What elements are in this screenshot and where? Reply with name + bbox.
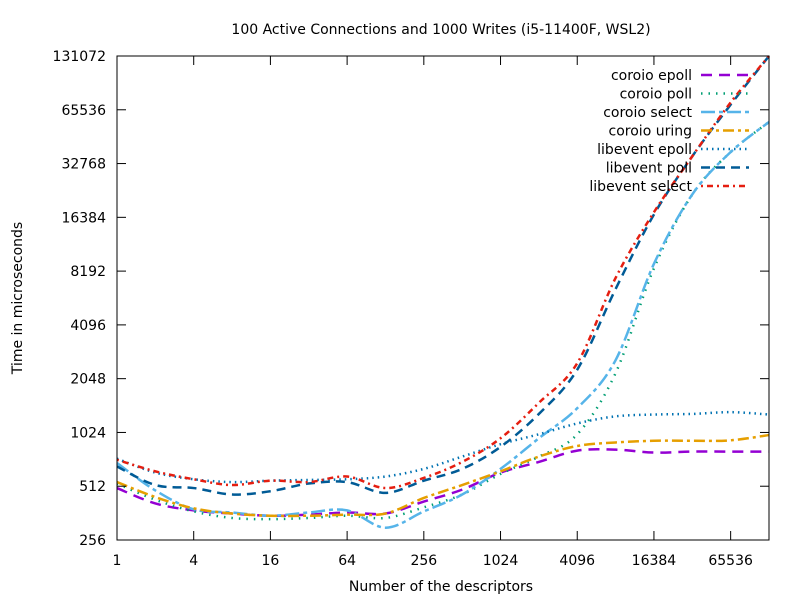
y-tick-label: 2048 — [70, 372, 106, 388]
legend-label-libevent-epoll: libevent epoll — [597, 142, 692, 158]
legend: coroio epoll coroio poll coroio select coro… — [589, 68, 749, 195]
series-line-libevent-epoll — [116, 410, 770, 484]
x-tick-label: 65536 — [708, 553, 753, 569]
plot-border — [116, 55, 770, 541]
legend-label-coroio-uring: coroio uring — [609, 124, 692, 140]
legend-label-coroio-poll: coroio poll — [620, 87, 692, 103]
series-line-libevent-select — [116, 55, 770, 490]
series-line-coroio-select — [116, 120, 770, 529]
x-tick-label: 4 — [189, 553, 198, 569]
x-tick-label: 16384 — [632, 553, 677, 569]
x-tick-label: 16 — [261, 553, 279, 569]
y-tick-label: 512 — [79, 479, 106, 495]
y-tick-label: 8192 — [70, 264, 106, 280]
series-line-coroio-poll — [116, 120, 770, 521]
x-tick-label: 1024 — [483, 553, 519, 569]
series-line-coroio-uring — [116, 433, 770, 518]
plot-area — [116, 55, 770, 529]
axes: 256 512 1024 2048 4096 8192 16384 32768 65536 131… — [53, 49, 770, 569]
y-tick-label: 131072 — [53, 49, 106, 65]
legend-label-coroio-epoll: coroio epoll — [611, 68, 692, 84]
y-tick-label: 256 — [79, 533, 106, 549]
y-tick-label: 16384 — [61, 210, 106, 226]
y-axis-label: Time in microseconds — [10, 222, 26, 375]
y-tick-label: 65536 — [61, 103, 106, 119]
x-tick-label: 256 — [410, 553, 437, 569]
y-tick-label: 1024 — [70, 425, 106, 441]
legend-label-coroio-select: coroio select — [603, 105, 692, 121]
x-tick-label: 1 — [113, 553, 122, 569]
y-tick-label: 4096 — [70, 318, 106, 334]
x-tick-label: 64 — [338, 553, 356, 569]
chart-title: 100 Active Connections and 1000 Writes (… — [231, 22, 650, 38]
legend-label-libevent-select: libevent select — [589, 179, 692, 195]
y-tick-label: 32768 — [61, 157, 106, 173]
x-tick-label: 4096 — [559, 553, 595, 569]
x-axis-label: Number of the descriptors — [349, 579, 533, 595]
legend-label-libevent-poll: libevent poll — [606, 161, 692, 177]
